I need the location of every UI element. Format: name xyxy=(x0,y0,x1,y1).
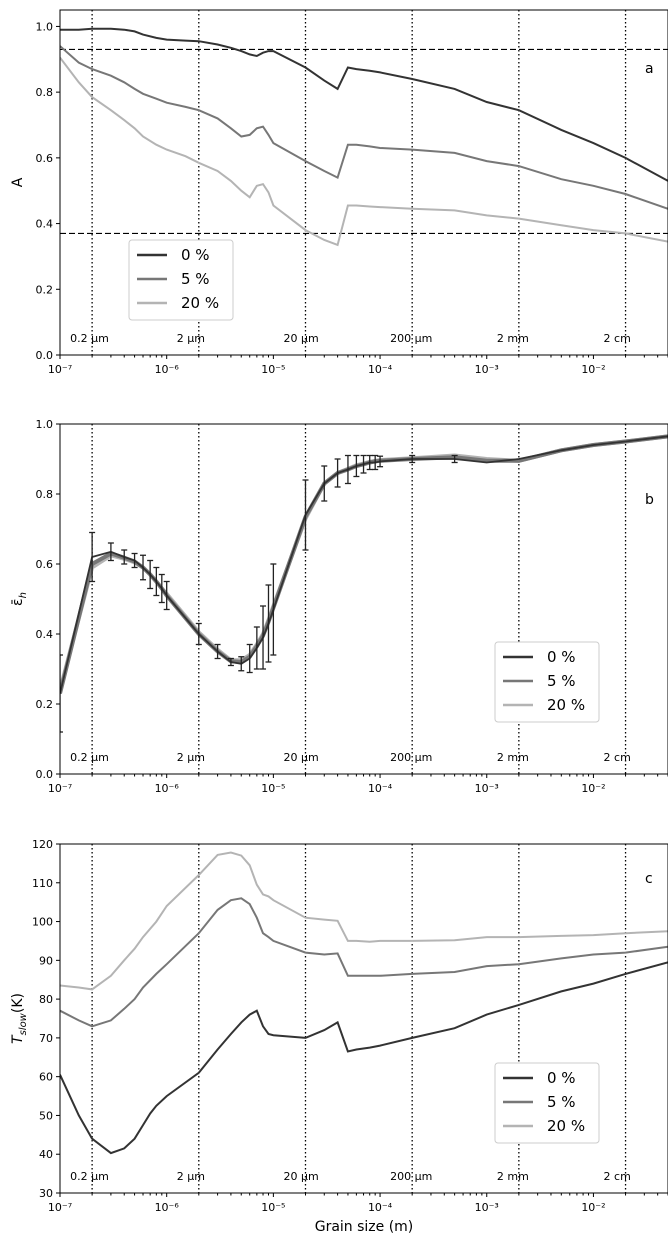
x-tick-label: 10⁻⁴ xyxy=(368,363,393,376)
size-marker-label: 20 μm xyxy=(283,751,318,764)
legend-label: 20 % xyxy=(547,1117,585,1135)
size-marker-label: 2 μm xyxy=(177,332,205,345)
size-marker-label: 200 μm xyxy=(390,1170,432,1183)
series-line-0pct xyxy=(60,435,668,694)
y-tick-label: 1.0 xyxy=(36,20,54,33)
y-tick-label: 0.2 xyxy=(36,698,54,711)
panel-letter: b xyxy=(645,492,654,508)
size-marker-label: 2 cm xyxy=(604,751,631,764)
y-tick-label: 40 xyxy=(39,1148,53,1161)
series-group xyxy=(60,851,668,1155)
legend-label: 20 % xyxy=(181,294,219,312)
legend-box xyxy=(494,641,600,723)
panel-c: 0.2 μm 2 μm 20 μm 200 μm 2 mm 2 cm 30 40 50 60 70 8… xyxy=(10,838,668,1235)
y-tick-label: 0.2 xyxy=(36,283,54,296)
legend-box xyxy=(128,239,234,321)
y-tick-label: 0.6 xyxy=(36,558,54,571)
legend-label: 5 % xyxy=(181,270,210,288)
x-tick-label: 10⁻⁶ xyxy=(155,1201,180,1214)
size-marker-label: 2 mm xyxy=(497,1170,529,1183)
y-tick-label: 0.4 xyxy=(36,218,54,231)
legend-label: 0 % xyxy=(547,648,576,666)
y-tick-label: 0.0 xyxy=(36,349,54,362)
y-tick-label: 0.8 xyxy=(36,488,54,501)
y-tick-label: 100 xyxy=(32,916,53,929)
panel-letter: c xyxy=(645,871,653,887)
x-tick-label: 10⁻⁵ xyxy=(261,363,285,376)
x-tick-label: 10⁻² xyxy=(581,363,605,376)
legend-label: 5 % xyxy=(547,672,576,690)
legend-label: 0 % xyxy=(181,246,210,264)
x-tick-label: 10⁻² xyxy=(581,782,605,795)
legend: 0 % 5 % 20 % xyxy=(494,1062,600,1144)
size-marker-label: 0.2 μm xyxy=(70,751,109,764)
y-tick-label: 0.6 xyxy=(36,152,54,165)
x-tick-label: 10⁻⁶ xyxy=(155,782,180,795)
size-marker-label: 0.2 μm xyxy=(70,332,109,345)
x-tick-label: 10⁻⁶ xyxy=(155,363,180,376)
x-tick-label: 10⁻² xyxy=(581,1201,605,1214)
series-line-20pct xyxy=(60,851,668,991)
series-line-0pct xyxy=(60,961,668,1155)
x-tick-label: 10⁻⁵ xyxy=(261,782,285,795)
y-tick-label: 0.0 xyxy=(36,768,54,781)
legend: 0 % 5 % 20 % xyxy=(494,641,600,723)
x-tick-label: 10⁻⁴ xyxy=(368,1201,393,1214)
series-line-0pct xyxy=(60,27,668,182)
x-tick-label: 10⁻⁷ xyxy=(48,363,72,376)
x-tick-label: 10⁻⁷ xyxy=(48,1201,72,1214)
y-axis-label: A xyxy=(10,177,26,187)
x-tick-label: 10⁻⁷ xyxy=(48,782,72,795)
y-tick-label: 1.0 xyxy=(36,418,54,431)
y-tick-label: 70 xyxy=(39,1032,53,1045)
size-marker-label: 20 μm xyxy=(283,332,318,345)
y-tick-label: 60 xyxy=(39,1071,53,1084)
y-tick-label: 0.8 xyxy=(36,86,54,99)
series-line-5pct xyxy=(60,897,668,1028)
size-marker-label: 20 μm xyxy=(283,1170,318,1183)
legend-label: 5 % xyxy=(547,1093,576,1111)
legend-label: 0 % xyxy=(547,1069,576,1087)
panel-b: 0.2 μm 2 μm 20 μm 200 μm 2 mm 2 cm 0.0 0.2 0.4 0.… xyxy=(10,418,668,795)
panel-letter: a xyxy=(645,61,654,77)
panel-a: 0.2 μm 2 μm 20 μm 200 μm 2 mm 2 cm 0.0 0.2 0.4 0.… xyxy=(10,9,668,376)
x-tick-label: 10⁻³ xyxy=(475,782,499,795)
size-marker-label: 2 mm xyxy=(497,332,529,345)
size-marker-label: 2 cm xyxy=(604,332,631,345)
series-line-5pct xyxy=(60,45,668,210)
size-marker-label: 200 μm xyxy=(390,751,432,764)
x-tick-label: 10⁻⁵ xyxy=(261,1201,285,1214)
y-tick-label: 0.4 xyxy=(36,628,54,641)
y-tick-label: 50 xyxy=(39,1109,53,1122)
series-group xyxy=(60,27,668,247)
size-marker-label: 200 μm xyxy=(390,332,432,345)
y-tick-label: 120 xyxy=(32,838,53,851)
x-axis-label: Grain size (m) xyxy=(315,1219,414,1235)
x-tick-label: 10⁻³ xyxy=(475,363,499,376)
size-marker-label: 2 μm xyxy=(177,751,205,764)
series-line-20pct xyxy=(60,56,668,247)
y-tick-label: 110 xyxy=(32,877,53,890)
size-marker-label: 2 cm xyxy=(604,1170,631,1183)
legend-label: 20 % xyxy=(547,696,585,714)
x-tick-label: 10⁻³ xyxy=(475,1201,499,1214)
y-tick-label: 80 xyxy=(39,993,53,1006)
legend: 0 % 5 % 20 % xyxy=(128,239,234,321)
y-tick-label: 90 xyxy=(39,954,53,967)
y-axis-label: ε̄h xyxy=(10,592,29,606)
size-marker-label: 2 μm xyxy=(177,1170,205,1183)
series-group xyxy=(60,434,668,733)
y-tick-label: 30 xyxy=(39,1187,53,1200)
x-tick-label: 10⁻⁴ xyxy=(368,782,393,795)
size-marker-label: 2 mm xyxy=(497,751,529,764)
y-axis-label: Tslow(K) xyxy=(10,993,29,1044)
size-marker-label: 0.2 μm xyxy=(70,1170,109,1183)
legend-box xyxy=(494,1062,600,1144)
